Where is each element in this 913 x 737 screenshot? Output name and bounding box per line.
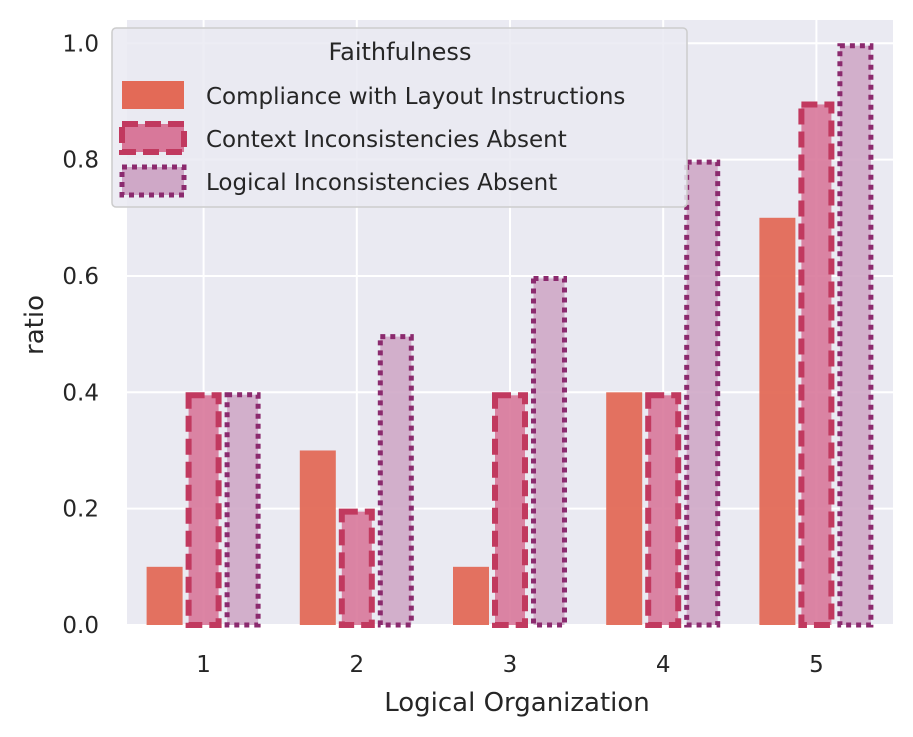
bar-series2-cat4 <box>645 392 682 628</box>
legend: Faithfulness Compliance with Layout Inst… <box>111 27 688 208</box>
bar-series1-cat5 <box>759 217 796 626</box>
bar-series3-cat4 <box>684 159 721 628</box>
x-axis-label: Logical Organization <box>384 688 650 718</box>
x-tick-labels: 1 2 3 4 5 <box>196 652 823 678</box>
legend-swatch-1 <box>122 81 184 109</box>
x-tick-label: 5 <box>809 652 824 678</box>
legend-label-3: Logical Inconsistencies Absent <box>206 170 557 196</box>
bar-series1-cat4 <box>606 392 643 625</box>
bar-series3-cat2 <box>377 334 414 628</box>
legend-box <box>111 27 688 208</box>
bar-series2-cat3 <box>492 392 528 628</box>
y-tick-label: 0.6 <box>62 264 99 290</box>
bar-series1-cat3 <box>453 566 489 625</box>
bar-series2-cat2 <box>338 508 375 628</box>
x-tick-label: 3 <box>503 652 518 678</box>
legend-swatch-2 <box>119 121 187 155</box>
bar-series2-cat1 <box>185 392 222 628</box>
y-tick-label: 0.4 <box>62 380 99 406</box>
y-tick-label: 0.8 <box>62 148 99 174</box>
legend-swatch-3 <box>119 164 187 198</box>
bar-series3-cat5 <box>837 43 874 628</box>
bar-series1-cat2 <box>299 450 336 625</box>
y-tick-labels: 0.0 0.2 0.4 0.6 0.8 1.0 <box>62 31 99 639</box>
bars-group <box>146 43 874 628</box>
y-axis-label: ratio <box>20 295 50 355</box>
y-tick-label: 1.0 <box>62 31 99 57</box>
legend-label-1: Compliance with Layout Instructions <box>206 84 625 110</box>
bar-series3-cat3 <box>531 275 567 628</box>
bar-series3-cat1 <box>224 392 261 628</box>
legend-label-2: Context Inconsistencies Absent <box>206 127 567 153</box>
x-tick-label: 1 <box>196 652 211 678</box>
y-tick-label: 0.2 <box>62 497 99 523</box>
x-tick-label: 2 <box>349 652 364 678</box>
y-tick-label: 0.0 <box>62 613 99 639</box>
bar-series2-cat5 <box>798 101 835 628</box>
bar-series1-cat1 <box>146 566 183 625</box>
x-tick-label: 4 <box>656 652 671 678</box>
legend-title: Faithfulness <box>329 38 472 66</box>
